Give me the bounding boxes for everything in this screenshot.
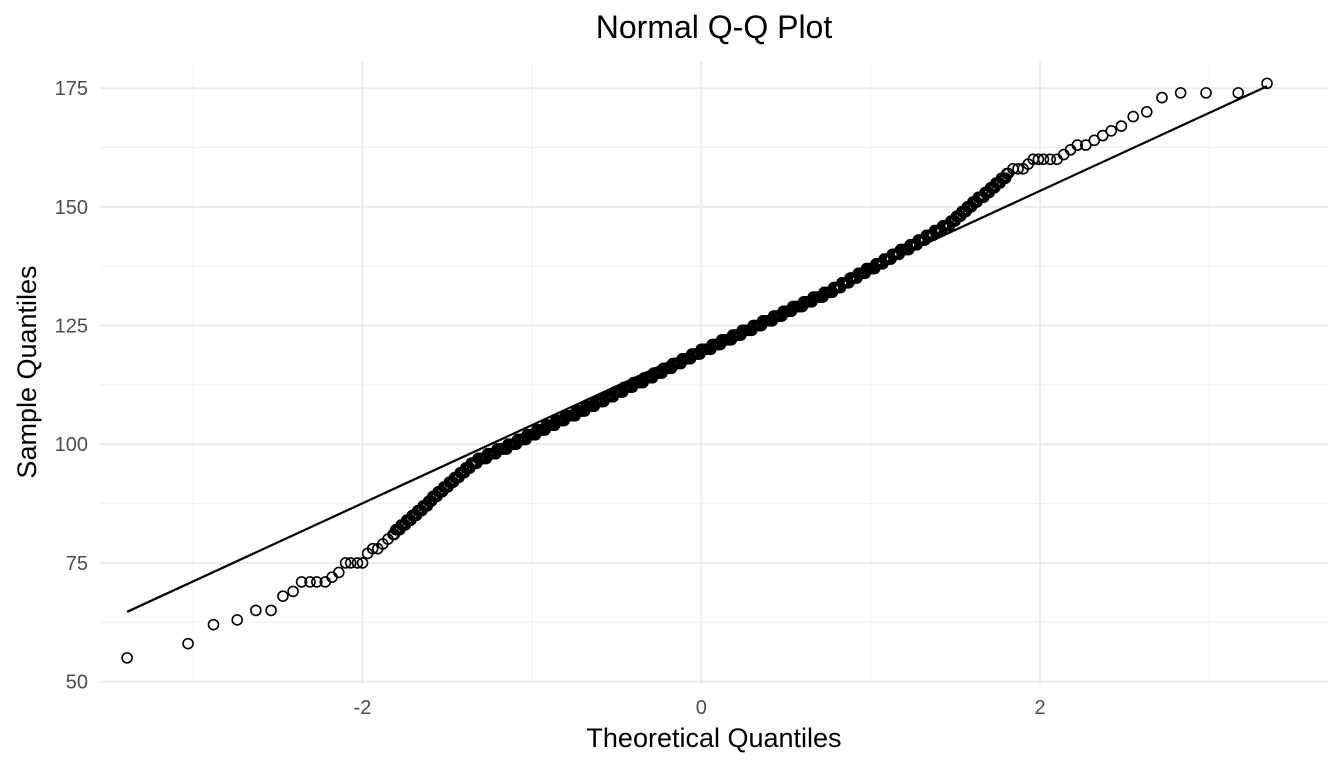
- y-tick-label: 175: [55, 78, 88, 100]
- data-point: [1105, 125, 1117, 137]
- data-point: [1096, 129, 1109, 142]
- y-tick-label: 125: [55, 316, 88, 338]
- data-point: [1127, 110, 1140, 123]
- data-point: [1232, 87, 1245, 99]
- data-point: [366, 542, 379, 555]
- data-point: [356, 557, 369, 569]
- data-point: [1079, 139, 1092, 151]
- data-point: [231, 614, 243, 626]
- data-point: [265, 604, 277, 617]
- x-tick-label: 2: [1034, 697, 1045, 719]
- grid-lines: [100, 62, 1328, 684]
- data-point: [1012, 163, 1024, 175]
- x-tick-label: -2: [354, 697, 372, 719]
- data-point: [304, 576, 316, 588]
- data-point: [1088, 134, 1101, 147]
- data-point: [207, 618, 220, 631]
- data-points: [121, 77, 1273, 664]
- data-point: [1140, 106, 1153, 118]
- data-point: [333, 566, 345, 579]
- data-point: [1115, 120, 1128, 132]
- data-point: [1174, 87, 1187, 99]
- y-axis-ticks: 50 75 100 125 150 175: [55, 78, 88, 694]
- x-axis-title: Theoretical Quantiles: [586, 723, 841, 753]
- x-tick-label: 0: [696, 697, 707, 719]
- data-point: [250, 604, 262, 617]
- data-point: [287, 585, 299, 598]
- data-point: [295, 576, 308, 588]
- data-point: [121, 652, 133, 664]
- x-axis-ticks: -2 0 2: [354, 697, 1046, 719]
- data-point: [1156, 91, 1168, 104]
- y-tick-label: 100: [55, 434, 88, 456]
- data-point: [351, 557, 364, 569]
- data-point: [1044, 153, 1057, 166]
- y-tick-label: 150: [55, 197, 88, 219]
- chart-title: Normal Q-Q Plot: [596, 9, 833, 45]
- data-point: [311, 576, 323, 588]
- data-point: [344, 557, 357, 569]
- data-point: [1261, 77, 1273, 90]
- data-point: [339, 557, 352, 569]
- y-axis-title: Sample Quantiles: [12, 265, 42, 478]
- y-tick-label: 50: [66, 672, 88, 694]
- data-point: [1037, 153, 1050, 166]
- data-point: [1071, 139, 1084, 151]
- data-point: [182, 637, 194, 650]
- y-tick-label: 75: [66, 553, 88, 575]
- data-point: [1002, 167, 1015, 180]
- data-point: [277, 590, 289, 602]
- data-point: [1200, 87, 1212, 99]
- data-point: [1032, 153, 1045, 166]
